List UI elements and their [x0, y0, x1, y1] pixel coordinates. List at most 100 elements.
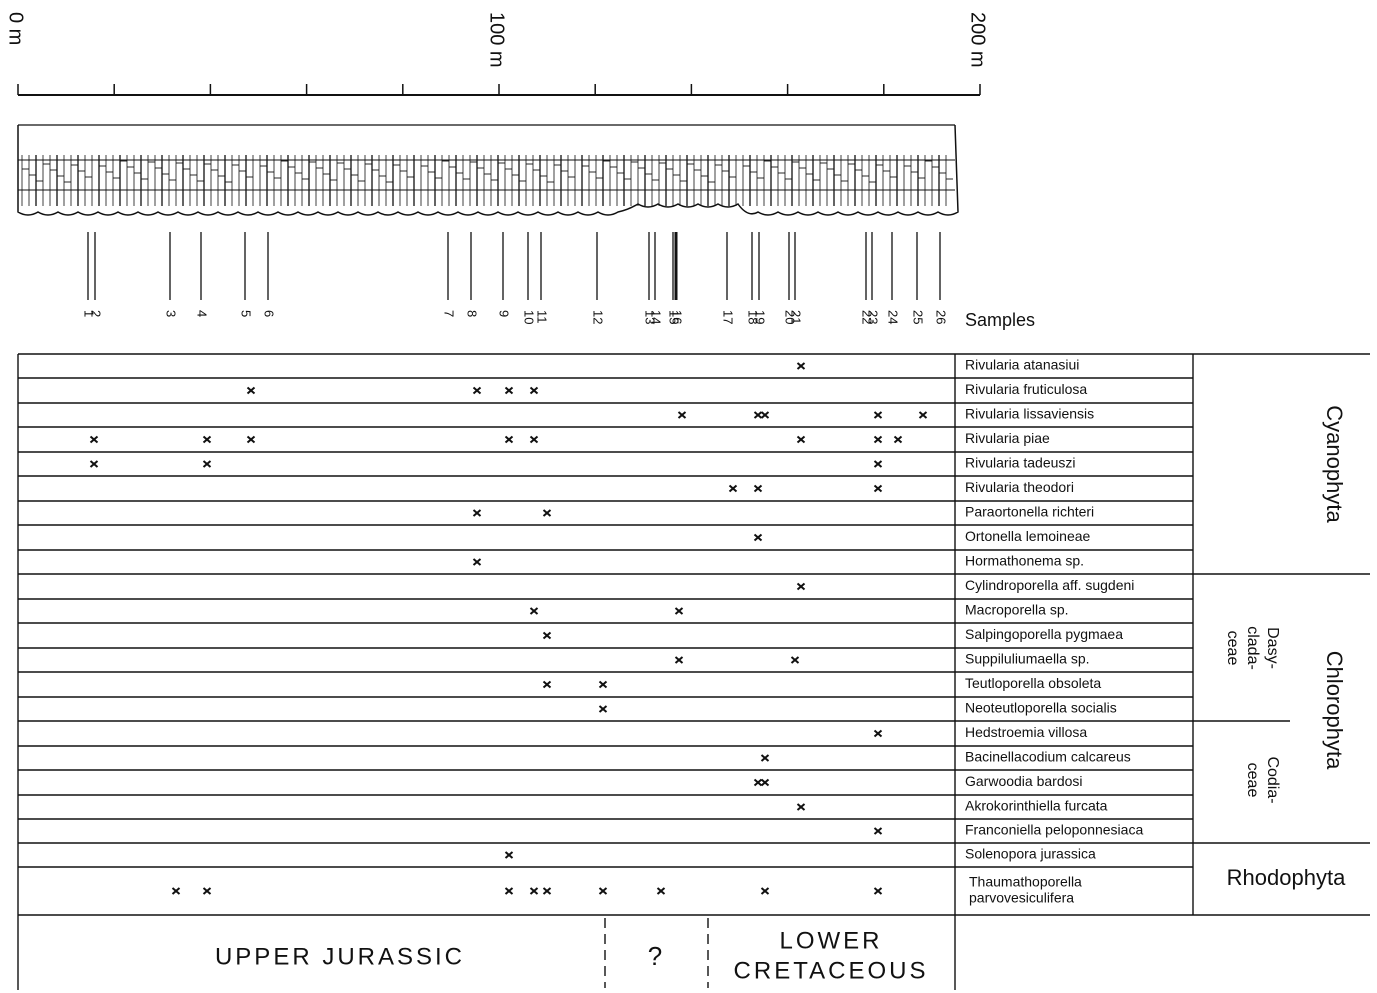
occurrence-mark [676, 657, 683, 663]
occurrence-mark [875, 412, 882, 418]
occurrence-mark [91, 461, 98, 467]
occurrence-mark [544, 633, 551, 639]
occurrence-mark [875, 486, 882, 492]
occurrence-mark [792, 657, 799, 663]
occurrence-mark [875, 437, 882, 443]
samples-title: Samples [965, 310, 1035, 330]
sample-label: 10 [522, 310, 537, 324]
occurrence-mark [875, 888, 882, 894]
occurrence-mark [544, 682, 551, 688]
taxon-name: Macroporella sp. [965, 602, 1069, 618]
sample-label: 7 [442, 310, 457, 317]
occurrence-mark [920, 412, 927, 418]
sample-label: 23 [866, 310, 881, 324]
age-label: ? [648, 941, 662, 971]
occurrence-mark [798, 804, 805, 810]
group-name: Chlorophyta [1322, 651, 1347, 770]
taxon-name: Hedstroemia villosa [965, 724, 1087, 740]
page: {"scale": {"labels": ["0 m", "100 m", "2… [0, 0, 1377, 993]
taxon-name: Solenopora jurassica [965, 846, 1096, 862]
figure: 0 m100 m200 m123456789101112131415161718… [0, 0, 1377, 993]
occurrence-mark [531, 437, 538, 443]
occurrence-mark [204, 461, 211, 467]
occurrence-mark [762, 755, 769, 761]
sample-label: 12 [591, 310, 606, 324]
group-name: Cyanophyta [1322, 405, 1347, 523]
occurrence-mark [248, 437, 255, 443]
scale-label: 200 m [967, 12, 989, 68]
taxon-name: Garwoodia bardosi [965, 773, 1083, 789]
taxon-name: parvovesiculifera [969, 890, 1074, 906]
occurrence-mark [91, 437, 98, 443]
occurrence-mark [506, 437, 513, 443]
scale-label: 0 m [5, 12, 27, 45]
taxon-name: Bacinellacodium calcareus [965, 749, 1131, 765]
occurrence-mark [531, 888, 538, 894]
occurrence-mark [506, 888, 513, 894]
taxon-name: Teutloporella obsoleta [965, 675, 1101, 691]
occurrence-mark [798, 437, 805, 443]
occurrence-mark [544, 888, 551, 894]
occurrence-mark [755, 535, 762, 541]
occurrence-mark [544, 510, 551, 516]
occurrence-mark [679, 412, 686, 418]
occurrence-mark [474, 388, 481, 394]
sample-label: 11 [535, 310, 550, 324]
occurrence-mark [531, 608, 538, 614]
occurrence-mark [730, 486, 737, 492]
occurrence-mark [676, 608, 683, 614]
subgroup-name: clada- [1244, 626, 1261, 670]
occurrence-mark [474, 510, 481, 516]
sample-label: 6 [262, 310, 277, 317]
taxon-name: Rivularia theodori [965, 479, 1074, 495]
occurrence-mark [755, 486, 762, 492]
sample-label: 19 [753, 310, 768, 324]
occurrence-mark [875, 461, 882, 467]
occurrence-mark [600, 682, 607, 688]
taxon-name: Rivularia lissaviensis [965, 406, 1094, 422]
sample-label: 14 [649, 310, 664, 324]
sample-label: 17 [721, 310, 736, 324]
subgroup-name: Codia- [1264, 756, 1281, 803]
sample-label: 2 [89, 310, 104, 317]
sample-label: 9 [497, 310, 512, 317]
occurrence-mark [875, 828, 882, 834]
occurrence-mark [755, 780, 762, 786]
lithology-outline [18, 125, 958, 215]
sample-label: 3 [164, 310, 179, 317]
sample-label: 16 [670, 310, 685, 324]
age-label: LOWER [779, 927, 882, 954]
sample-label: 4 [195, 310, 210, 317]
occurrence-mark [506, 852, 513, 858]
sample-label: 21 [789, 310, 804, 324]
occurrence-mark [762, 888, 769, 894]
subgroup-name: Dasy- [1264, 627, 1281, 669]
occurrence-mark [204, 888, 211, 894]
taxon-name: Franconiella peloponnesiaca [965, 822, 1143, 838]
taxon-name: Salpingoporella pygmaea [965, 626, 1123, 642]
occurrence-mark [474, 559, 481, 565]
sample-label: 25 [911, 310, 926, 324]
occurrence-mark [506, 388, 513, 394]
occurrence-mark [875, 731, 882, 737]
subgroup-name: ceae [1224, 631, 1241, 666]
occurrence-mark [248, 388, 255, 394]
group-name: Rhodophyta [1227, 865, 1346, 890]
occurrence-mark [173, 888, 180, 894]
taxon-name: Neoteutloporella socialis [965, 700, 1117, 716]
taxon-name: Thaumathoporella [969, 874, 1082, 890]
age-label: CRETACEOUS [734, 957, 929, 984]
occurrence-mark [531, 388, 538, 394]
taxon-name: Rivularia piae [965, 430, 1050, 446]
age-label: UPPER JURASSIC [215, 943, 465, 970]
occurrence-mark [658, 888, 665, 894]
taxon-name: Ortonella lemoineae [965, 528, 1091, 544]
occurrence-mark [762, 780, 769, 786]
taxon-name: Hormathonema sp. [965, 553, 1084, 569]
occurrence-mark [762, 412, 769, 418]
occurrence-mark [600, 706, 607, 712]
taxon-name: Cylindroporella aff. sugdeni [965, 577, 1134, 593]
subgroup-name: ceae [1244, 763, 1261, 798]
sample-label: 8 [465, 310, 480, 317]
scale-label: 100 m [486, 12, 508, 68]
